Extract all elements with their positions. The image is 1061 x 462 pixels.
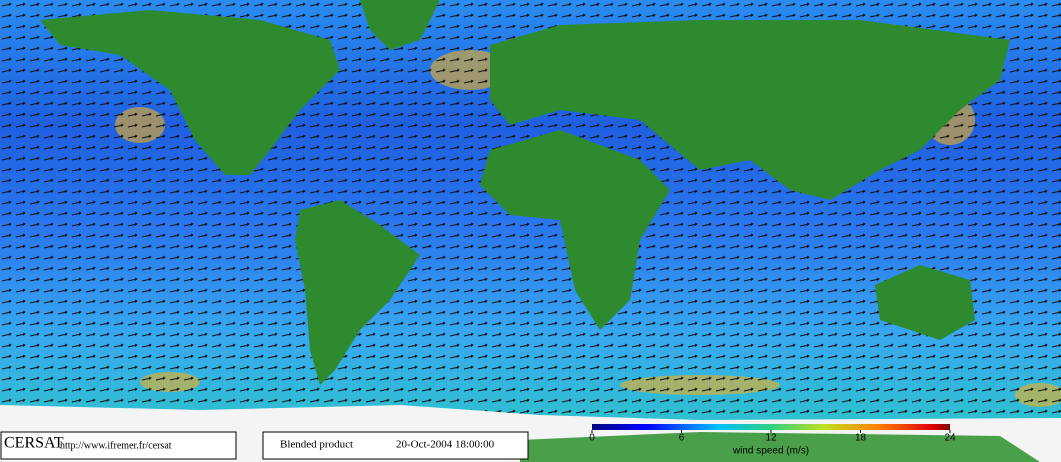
colorbar-tick-label: 18: [855, 433, 867, 444]
colorbar: [592, 424, 950, 430]
colorbar-tick-label: 24: [944, 433, 956, 444]
colorbar-tick-label: 12: [765, 433, 777, 444]
colorbar-tick-label: 6: [679, 433, 685, 444]
product-box: [262, 431, 529, 460]
colorbar-tick-label: 0: [589, 433, 595, 444]
colorbar-label: wind speed (m/s): [732, 446, 809, 457]
credit-name: CERSAT: [4, 435, 64, 452]
product-date: 20-Oct-2004 18:00:00: [396, 439, 495, 451]
credit-box: [0, 431, 237, 460]
credit-url: http://www.ifremer.fr/cersat: [60, 440, 172, 451]
product-label: Blended product: [280, 439, 353, 451]
